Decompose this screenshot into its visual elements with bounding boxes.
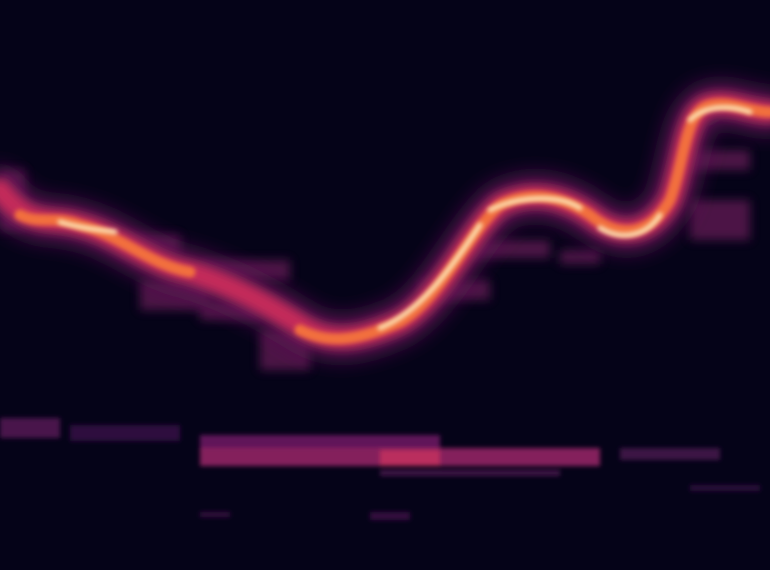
lower-band xyxy=(0,418,760,520)
main-band xyxy=(0,82,770,359)
